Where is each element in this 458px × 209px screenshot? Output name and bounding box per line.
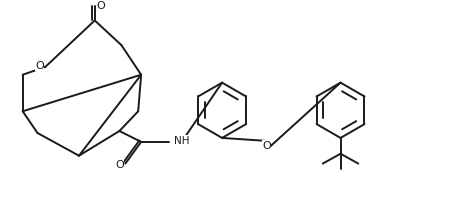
Text: O: O <box>262 141 271 151</box>
Text: O: O <box>35 61 44 71</box>
Text: O: O <box>96 1 105 11</box>
Text: NH: NH <box>174 136 189 146</box>
Text: O: O <box>115 160 124 169</box>
